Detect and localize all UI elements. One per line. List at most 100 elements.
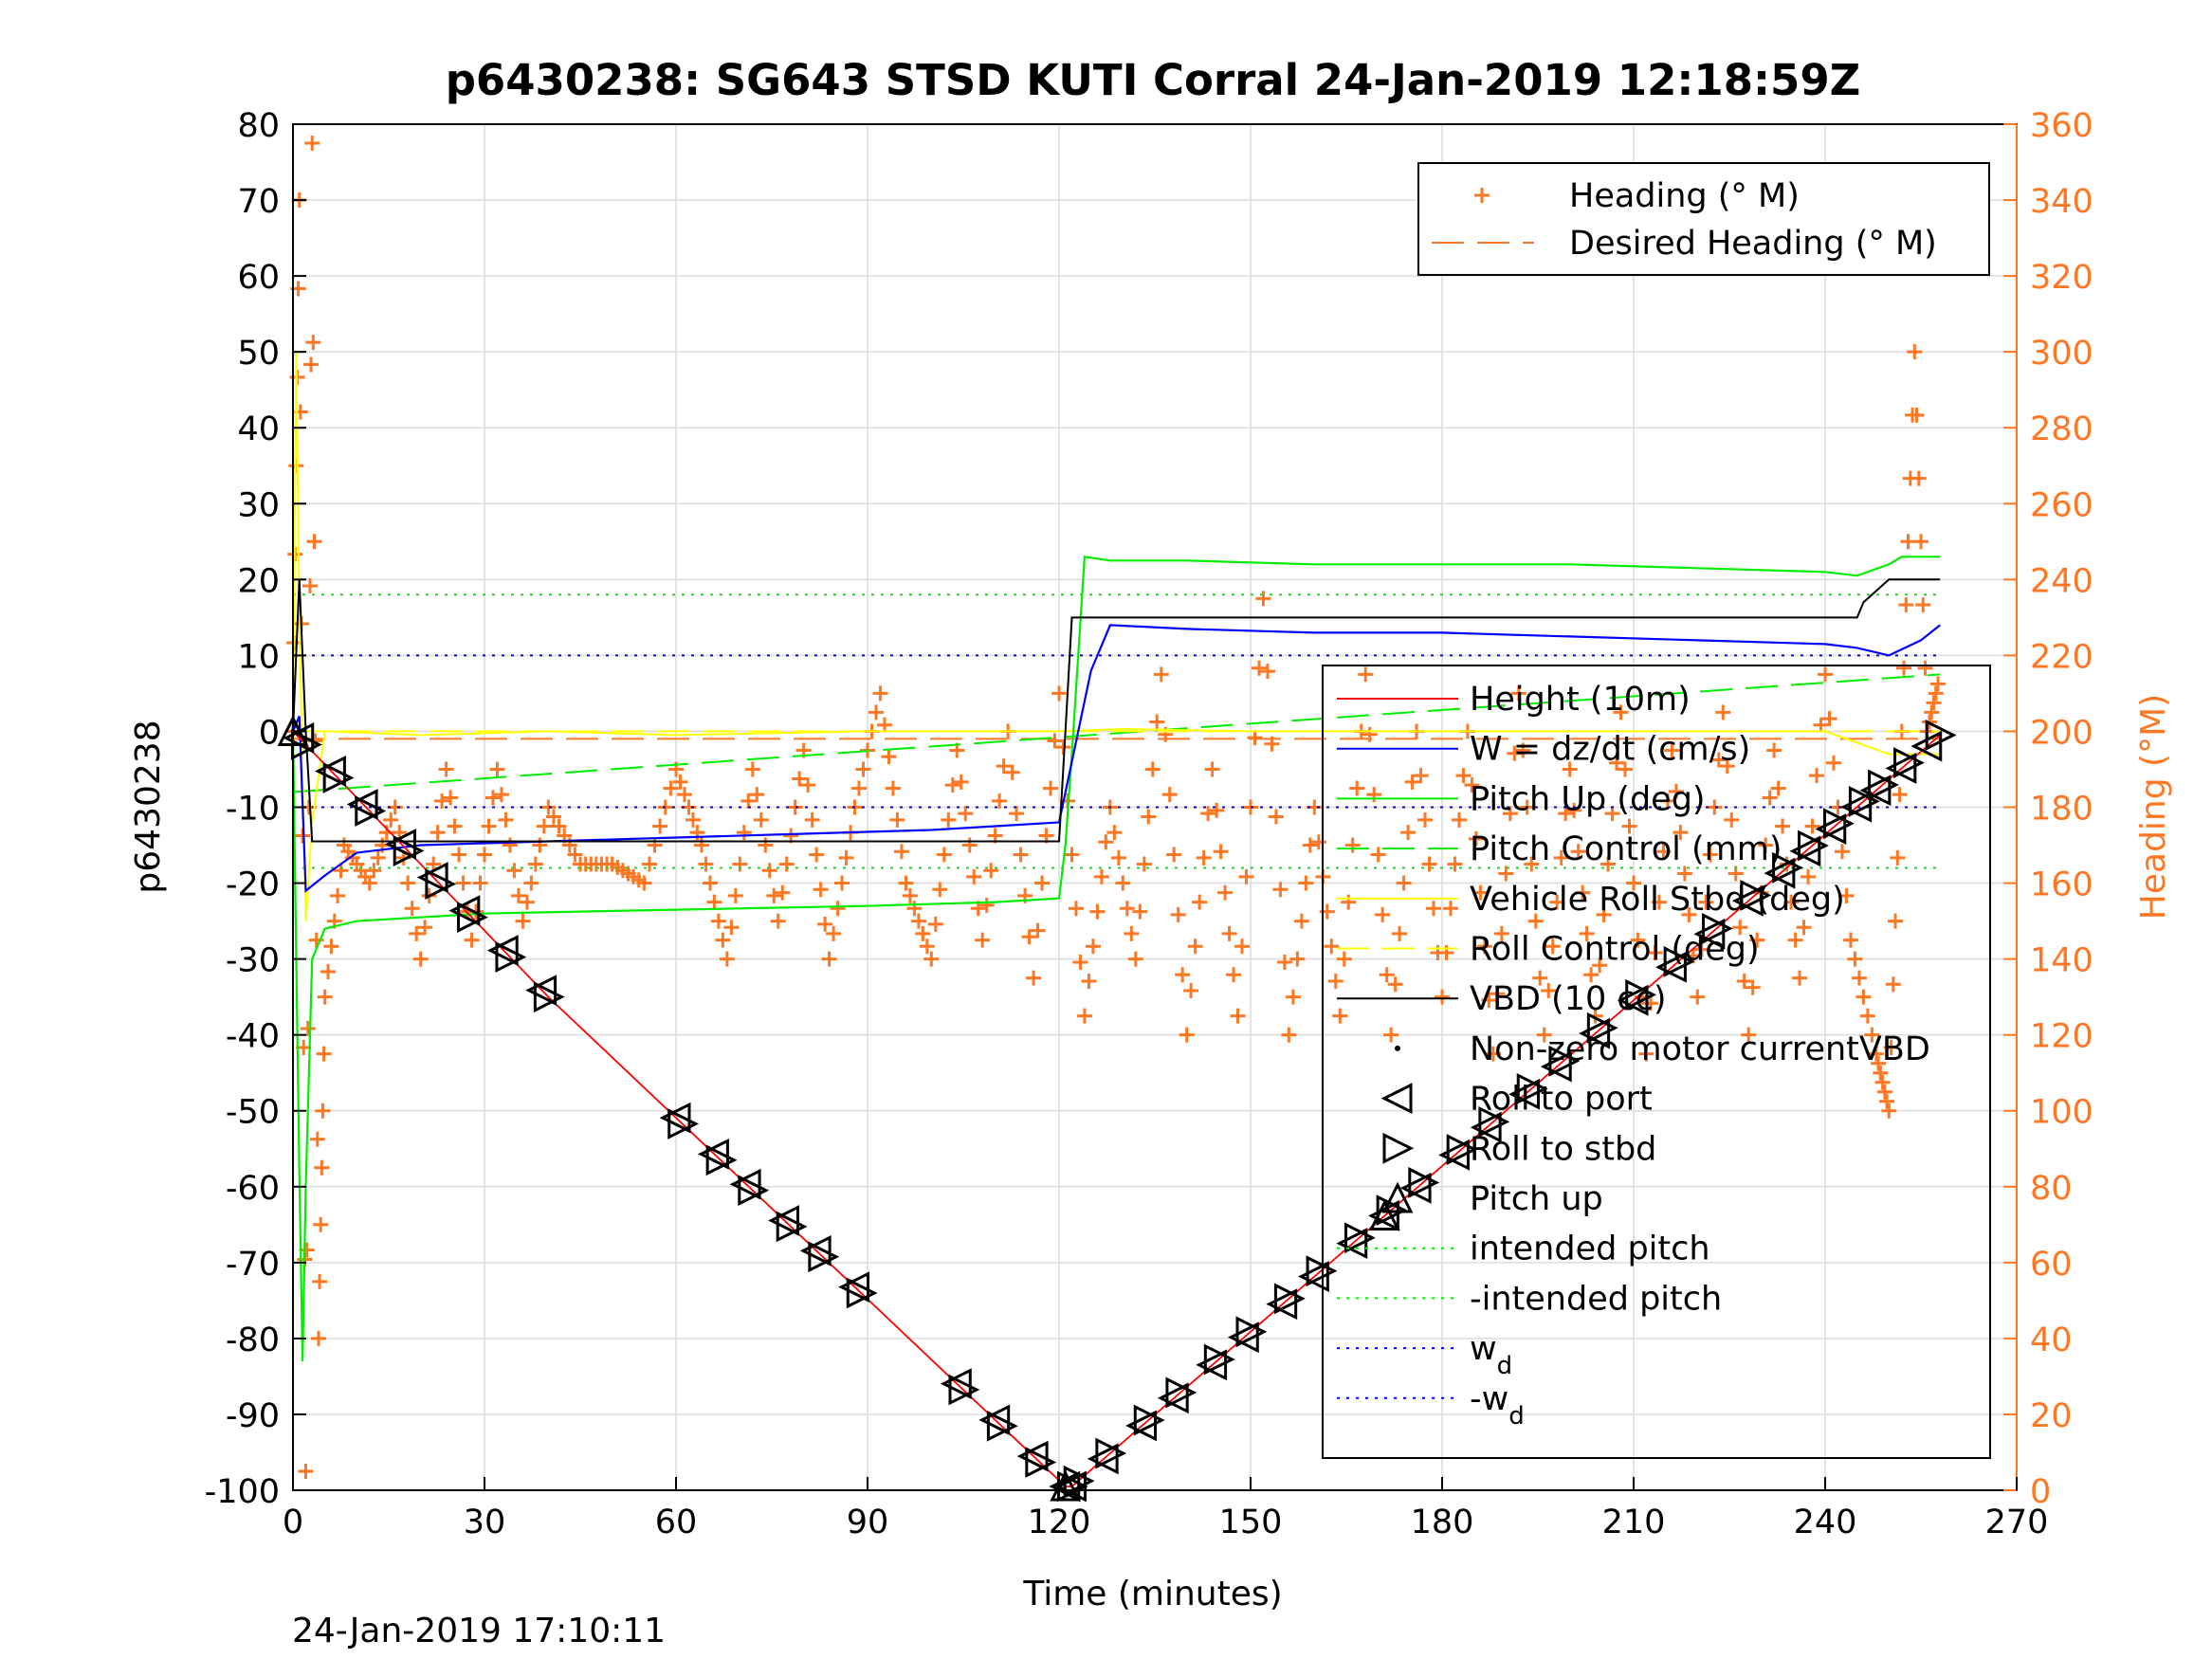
heading-point [1613, 704, 1629, 720]
roll-to-stbd-marker [1344, 1222, 1376, 1254]
y-tick-label-left: 30 [237, 486, 280, 524]
heading-point [314, 1159, 330, 1176]
heading-point [1600, 856, 1617, 872]
roll-to-port-marker [1885, 752, 1917, 784]
roll-to-stbd-marker [393, 835, 425, 866]
roll-to-stbd-marker [1063, 1465, 1095, 1497]
heading-point [652, 818, 668, 834]
heading-point [1719, 758, 1735, 775]
roll-to-stbd-marker [776, 1211, 808, 1243]
heading-point [1883, 1040, 1899, 1056]
heading-point [1344, 837, 1361, 853]
series-pitch-up-deg [291, 556, 1941, 1361]
y-tick-label-right: 40 [2030, 1322, 2073, 1359]
heading-point [1690, 989, 1706, 1005]
heading-point [1770, 780, 1786, 796]
heading-point [978, 897, 995, 913]
heading-point [792, 771, 808, 787]
roll-to-stbd-marker [1772, 851, 1803, 884]
heading-point [966, 868, 982, 884]
heading-point [727, 887, 743, 903]
y-tick-label-left: -40 [226, 1018, 280, 1056]
heading-point [1915, 597, 1931, 613]
roll-to-stbd-marker [1586, 1012, 1618, 1044]
heading-point [636, 875, 652, 891]
y-tick-label-right: 220 [2030, 638, 2093, 676]
y-tick-label-right: 240 [2030, 562, 2093, 600]
heading-point [323, 939, 339, 955]
heading-point [1349, 780, 1365, 796]
roll-to-port-marker [1840, 791, 1873, 823]
heading-point [1370, 847, 1386, 863]
y-tick-label-right: 180 [2030, 791, 2093, 829]
roll-to-port-marker [768, 1205, 799, 1236]
roll-to-stbd-marker [495, 941, 527, 974]
y-tick-label-right: 300 [2030, 335, 2093, 373]
heading-point [370, 849, 386, 866]
heading-point [1741, 1027, 1757, 1043]
heading-point [472, 875, 488, 891]
heading-point [868, 704, 884, 720]
legend-heading: Heading (° M) Desired Heading (° M) [1417, 162, 1990, 276]
heading-point [1341, 894, 1357, 910]
roll-to-stbd-marker [457, 902, 488, 934]
y-tick-label-left: -80 [226, 1322, 280, 1359]
heading-point [312, 1273, 328, 1289]
legend-heading-swatch [1474, 188, 1490, 203]
legend-main-label: VBD (10 cc) [1470, 980, 1667, 1018]
legend-main-label: Non-zero motor currentVBD [1470, 1030, 1930, 1068]
roll-to-stbd-marker [1306, 1255, 1338, 1287]
roll-to-stbd-marker [1516, 1072, 1548, 1104]
heading-point [702, 875, 718, 891]
y-tick-label-right: 260 [2030, 486, 2093, 524]
heading-point [1651, 894, 1667, 910]
heading-point [1298, 875, 1314, 891]
heading-point [1153, 666, 1169, 683]
heading-point [1115, 875, 1131, 891]
heading-series [285, 136, 1946, 1479]
heading-point [685, 811, 701, 828]
heading-point [1749, 932, 1765, 948]
roll-to-port-marker [525, 975, 558, 1007]
roll-to-port-marker [1815, 813, 1847, 845]
y-tick-label-left: 70 [237, 183, 280, 221]
heading-point [1238, 868, 1254, 884]
heading-point [1209, 802, 1225, 818]
heading-point [1879, 1093, 1895, 1109]
heading-point [800, 777, 816, 793]
legend-main-label: -intended pitch [1470, 1280, 1722, 1318]
heading-point [1647, 944, 1663, 960]
heading-point [1801, 868, 1817, 884]
heading-point [1871, 1055, 1887, 1071]
heading-point [1302, 837, 1318, 853]
heading-point [1881, 1103, 1897, 1119]
heading-point [302, 578, 318, 594]
heading-point [1724, 811, 1740, 828]
roll-to-port-marker [1693, 918, 1726, 950]
heading-point [1745, 979, 1761, 995]
roll-to-port-marker [1508, 1078, 1541, 1110]
roll-to-stbd-marker [1095, 1437, 1127, 1469]
y-tick-label-right: 140 [2030, 942, 2093, 980]
heading-point [540, 799, 557, 815]
legend-subscript: d [1497, 1352, 1513, 1380]
heading-point [1396, 875, 1412, 891]
heading-point [1907, 344, 1923, 360]
legend-swatch [1382, 1132, 1415, 1164]
heading-point [1851, 970, 1867, 986]
heading-point [1783, 894, 1800, 910]
heading-point [310, 1330, 326, 1346]
heading-point [834, 875, 850, 891]
y-tick-label-right: 160 [2030, 866, 2093, 904]
heading-point [1106, 825, 1123, 841]
roll-to-port-marker [1266, 1288, 1298, 1321]
heading-point [1659, 793, 1675, 809]
heading-point [944, 777, 960, 793]
heading-point [1230, 1008, 1246, 1024]
roll-to-stbd-marker [533, 981, 565, 1013]
roll-to-port-marker [1336, 1228, 1368, 1260]
heading-point [902, 887, 918, 903]
y-tick-label-left: 10 [237, 638, 280, 676]
series-w-dz-dt-cm-s [291, 624, 1941, 893]
heading-point [567, 847, 583, 863]
